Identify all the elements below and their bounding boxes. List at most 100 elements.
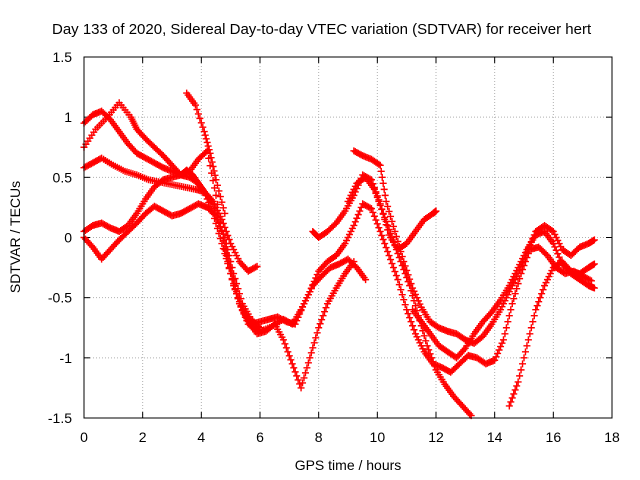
data-point-marker xyxy=(505,402,513,410)
data-point-marker xyxy=(495,346,503,354)
data-point-marker xyxy=(410,297,418,305)
data-point-marker xyxy=(587,277,595,285)
data-point-marker xyxy=(514,280,522,288)
data-point-marker xyxy=(507,398,515,406)
data-point-marker xyxy=(219,230,227,238)
data-point-marker xyxy=(397,286,405,294)
data-point-marker xyxy=(306,354,314,362)
data-point-marker xyxy=(384,202,392,210)
data-point-marker xyxy=(388,260,396,268)
data-point-marker xyxy=(307,349,315,357)
data-point-marker xyxy=(385,252,393,260)
data-point-marker xyxy=(309,344,317,352)
data-point-marker xyxy=(391,227,399,235)
data-point-marker xyxy=(416,300,424,308)
data-point-marker xyxy=(491,356,499,364)
data-point-marker xyxy=(429,358,437,366)
y-tick-label: -0.5 xyxy=(48,290,72,306)
data-point-marker xyxy=(375,196,383,204)
data-point-marker xyxy=(466,410,474,418)
data-point-marker xyxy=(381,215,389,223)
data-point-marker xyxy=(382,197,390,205)
data-point-marker xyxy=(208,158,216,166)
data-point-marker xyxy=(366,175,374,183)
data-point-marker xyxy=(431,362,439,370)
data-point-marker xyxy=(301,369,309,377)
data-point-marker xyxy=(291,368,299,376)
data-point-marker xyxy=(297,384,305,392)
data-point-marker xyxy=(377,167,385,175)
data-point-marker xyxy=(395,281,403,289)
data-point-marker xyxy=(299,379,307,387)
data-point-marker xyxy=(234,285,242,293)
data-point-marker xyxy=(520,354,528,362)
data-point-marker xyxy=(387,256,395,264)
data-point-marker xyxy=(514,378,522,386)
data-point-marker xyxy=(197,119,205,127)
x-tick-label: 14 xyxy=(487,429,503,445)
data-point-marker xyxy=(293,372,301,380)
data-point-marker xyxy=(293,317,301,325)
data-point-marker xyxy=(392,272,400,280)
data-point-marker xyxy=(212,191,220,199)
data-point-marker xyxy=(376,200,384,208)
data-point-marker xyxy=(530,312,538,320)
data-point-marker xyxy=(375,224,383,232)
data-point-marker xyxy=(237,295,245,303)
data-point-marker xyxy=(498,339,506,347)
data-point-marker xyxy=(411,302,419,310)
data-point-marker xyxy=(502,324,510,332)
data-point-marker xyxy=(207,154,215,162)
data-point-marker xyxy=(282,344,290,352)
data-point-marker xyxy=(538,290,546,298)
data-point-marker xyxy=(369,180,377,188)
data-point-marker xyxy=(253,262,261,270)
data-point-marker xyxy=(523,342,531,350)
data-point-marker xyxy=(351,218,359,226)
data-point-marker xyxy=(507,306,515,314)
data-point-marker xyxy=(397,258,405,266)
series-track-i xyxy=(309,171,440,254)
data-point-marker xyxy=(384,226,392,234)
data-point-marker xyxy=(299,303,307,311)
data-point-marker xyxy=(284,348,292,356)
data-point-marker xyxy=(233,280,241,288)
y-tick-label: -1 xyxy=(60,350,73,366)
data-point-marker xyxy=(213,215,221,223)
data-point-marker xyxy=(208,196,216,204)
data-point-marker xyxy=(379,236,387,244)
data-point-marker xyxy=(409,322,417,330)
data-point-marker xyxy=(551,243,559,251)
data-point-marker xyxy=(373,192,381,200)
data-point-marker xyxy=(230,270,238,278)
data-point-marker xyxy=(366,204,374,212)
y-tick-label: 1.5 xyxy=(53,49,73,65)
data-point-marker xyxy=(212,176,220,184)
data-point-marker xyxy=(548,226,556,234)
data-point-marker xyxy=(218,198,226,206)
data-point-marker xyxy=(221,209,229,217)
data-point-marker xyxy=(428,354,436,362)
data-point-marker xyxy=(351,188,359,196)
data-point-marker xyxy=(205,146,213,154)
data-point-marker xyxy=(497,343,505,351)
data-point-marker xyxy=(552,246,560,254)
data-point-marker xyxy=(533,302,541,310)
data-point-marker xyxy=(372,188,380,196)
data-point-marker xyxy=(316,320,324,328)
data-point-marker xyxy=(375,160,383,168)
x-tick-labels: 0 2 4 6 8 10 12 14 16 18 xyxy=(80,429,620,445)
series-track-d xyxy=(80,166,261,275)
data-point-marker xyxy=(310,339,318,347)
data-point-marker xyxy=(406,282,414,290)
data-point-marker xyxy=(350,221,358,229)
data-point-marker xyxy=(557,257,565,265)
data-point-marker xyxy=(423,342,431,350)
data-point-marker xyxy=(235,290,243,298)
y-tick-label: 0 xyxy=(64,230,72,246)
data-point-marker xyxy=(398,262,406,270)
data-point-marker xyxy=(285,352,293,360)
data-point-marker xyxy=(513,285,521,293)
data-point-marker xyxy=(380,185,388,193)
